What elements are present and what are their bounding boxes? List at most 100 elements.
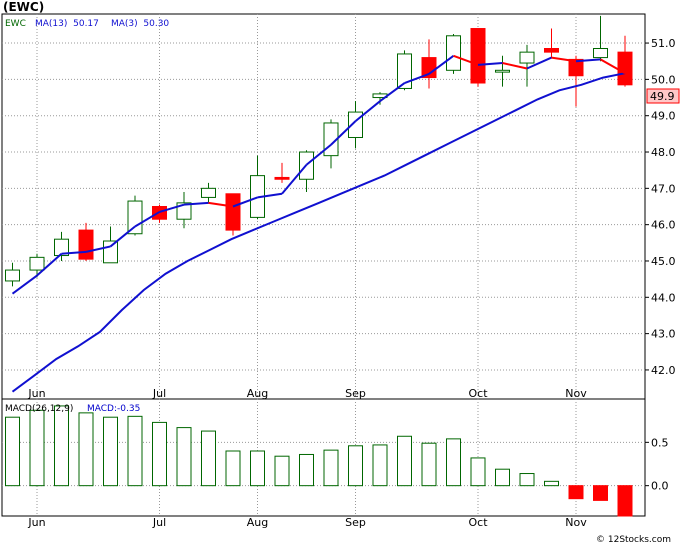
last-price-marker: 49.9: [646, 88, 680, 104]
ma3-segment: [257, 192, 283, 199]
macd-bar: [274, 455, 290, 487]
ma3-segment: [232, 196, 258, 208]
price-y-tick-label: 42.0: [651, 364, 676, 377]
price-y-tick-label: 50.0: [651, 73, 676, 86]
macd-bar: [348, 445, 363, 487]
macd-bar: [372, 444, 388, 487]
candle: [470, 28, 486, 87]
ma3-segment: [330, 120, 357, 146]
candle: [519, 44, 535, 87]
month-label: Aug: [247, 387, 268, 400]
ma3-segment: [428, 54, 455, 75]
candle: [201, 182, 216, 203]
candle-body-up: [593, 48, 608, 59]
candle-body-up: [201, 187, 216, 198]
month-label: Nov: [565, 516, 587, 529]
macd-bar: [54, 405, 69, 487]
ma3-segment: [404, 72, 430, 84]
ma3-segment: [575, 58, 601, 63]
copyright: © 12Stocks.com: [596, 535, 671, 545]
price-y-axis: 42.0 43.0 44.0 45.0 46.0 47.0 48.0 49.0 50.0 51.0: [645, 37, 676, 377]
candle-body-up: [495, 69, 510, 73]
price-y-tick-label: 44.0: [651, 291, 676, 304]
candle-body-down: [470, 28, 486, 84]
candle: [446, 33, 461, 74]
candle: [274, 162, 290, 183]
price-y-tick-label: 48.0: [651, 146, 676, 159]
ma3-segment: [600, 58, 626, 75]
ma3-segment: [453, 54, 479, 66]
price-y-tick-label: 49.0: [651, 110, 676, 123]
ma3-segment: [354, 100, 381, 122]
last-price-box: [646, 88, 680, 104]
candle-body-down: [225, 193, 241, 231]
ma3-segment: [159, 203, 185, 213]
macd-bars: [5, 405, 633, 517]
macd-bar: [201, 430, 216, 487]
candle-body-down: [274, 176, 290, 180]
candle-body-up: [519, 51, 535, 64]
month-label: Sep: [345, 387, 366, 400]
month-label: Nov: [565, 387, 587, 400]
candle-body-up: [176, 202, 192, 220]
macd-bar: [446, 438, 461, 487]
price-y-tick-label: 46.0: [651, 219, 676, 232]
candle-body-down: [544, 48, 559, 53]
candle-body-down: [617, 51, 633, 86]
macd-bar: [29, 409, 45, 487]
ma3-segment: [305, 143, 332, 166]
candle: [225, 193, 241, 236]
ma3-segment: [208, 201, 234, 208]
legend-macd-params: MACD(26,12,9): [5, 404, 73, 414]
macd-bar: [103, 416, 118, 487]
ma3-segment: [61, 250, 87, 255]
macd-bar: [519, 473, 535, 487]
macd-bar: [470, 457, 486, 487]
month-label: Oct: [468, 387, 488, 400]
ma3-segment: [477, 62, 503, 66]
macd-panel-frame: [1, 398, 646, 517]
ma3-segment: [281, 164, 308, 195]
macd-bar: [299, 453, 314, 487]
month-label: Oct: [468, 516, 488, 529]
macd-bar: [5, 416, 20, 487]
candle-body-up: [103, 240, 118, 264]
macd-bar: [617, 485, 633, 517]
month-labels-price: Jun Jul Aug Sep Oct Nov: [27, 387, 587, 400]
month-labels-macd: Jun Jul Aug Sep Oct Nov: [27, 516, 587, 529]
macd-bar: [495, 468, 510, 487]
macd-bar: [593, 485, 608, 501]
candle-body-up: [127, 200, 143, 235]
macd-bar: [225, 450, 241, 487]
legend-symbol: EWC: [5, 19, 26, 29]
candle: [568, 55, 584, 107]
candle: [397, 50, 412, 91]
macd-y-axis: 0.5 0.0: [645, 436, 669, 493]
macd-bar: [250, 450, 265, 487]
candle-body-up: [5, 269, 20, 282]
candle-body-down: [568, 58, 584, 77]
chart-title: (EWC): [3, 0, 44, 14]
macd-bar: [544, 480, 559, 487]
candle: [544, 28, 559, 58]
ma13-line: [11, 72, 626, 393]
candle-body-up: [54, 238, 69, 257]
candles: [5, 15, 633, 287]
candle: [54, 231, 69, 261]
ma3-segment: [526, 56, 552, 70]
ma3-segment: [85, 245, 111, 253]
candle: [593, 15, 608, 62]
macd-bar: [421, 442, 437, 487]
ma3-segment: [36, 252, 63, 277]
candle: [176, 191, 192, 229]
month-label: Sep: [345, 516, 366, 529]
price-y-tick-label: 43.0: [651, 328, 676, 341]
month-label: Jul: [152, 387, 166, 400]
price-legend: EWC MA(13) 50.17 MA(3) 50.30: [5, 19, 169, 29]
candle: [5, 262, 20, 287]
month-label: Jun: [27, 387, 45, 400]
macd-bar: [152, 421, 167, 487]
